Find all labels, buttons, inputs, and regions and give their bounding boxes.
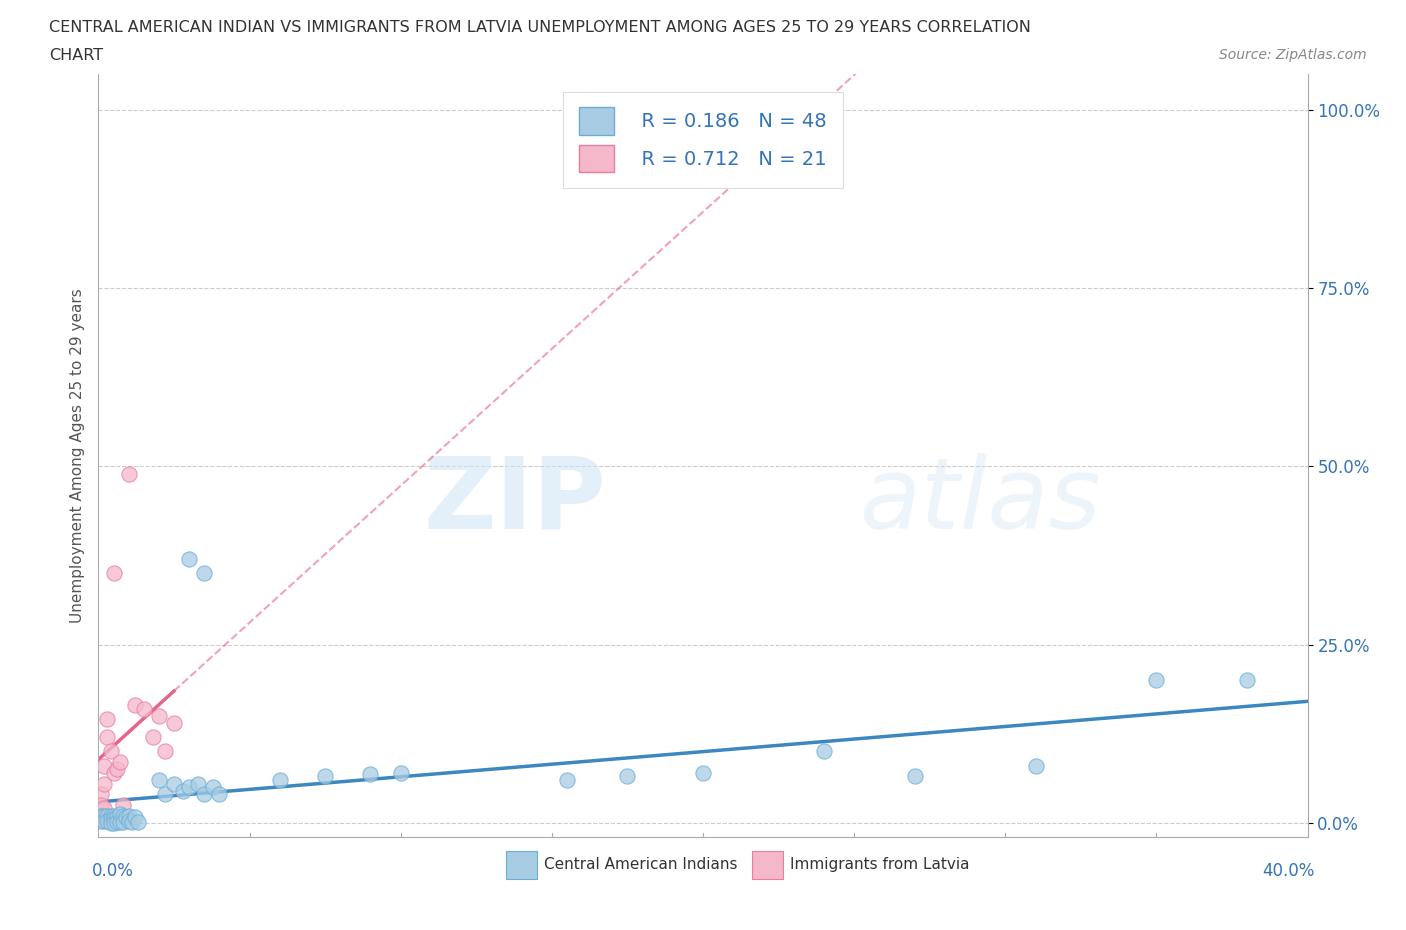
Point bbox=[202, 779, 225, 794]
Point bbox=[103, 765, 125, 780]
Point bbox=[100, 808, 122, 823]
Point bbox=[100, 812, 122, 827]
Point bbox=[314, 769, 336, 784]
Point bbox=[389, 765, 412, 780]
Point bbox=[111, 798, 134, 813]
Point bbox=[118, 813, 141, 828]
Point bbox=[114, 810, 136, 825]
Point bbox=[555, 773, 578, 788]
Point bbox=[124, 810, 146, 825]
Point bbox=[904, 769, 927, 784]
Point bbox=[93, 808, 115, 823]
Point bbox=[108, 755, 131, 770]
Point bbox=[90, 808, 112, 823]
Point bbox=[108, 815, 131, 830]
Point bbox=[93, 777, 115, 791]
Point bbox=[127, 815, 149, 830]
Point bbox=[163, 777, 186, 791]
Point bbox=[93, 758, 115, 773]
Text: 40.0%: 40.0% bbox=[1263, 862, 1315, 880]
Point bbox=[179, 551, 201, 566]
Point bbox=[148, 773, 170, 788]
Point bbox=[90, 808, 112, 823]
Point bbox=[103, 565, 125, 580]
Point bbox=[103, 812, 125, 827]
Point bbox=[193, 565, 215, 580]
Point bbox=[96, 730, 118, 745]
Point bbox=[118, 808, 141, 823]
Point bbox=[148, 709, 170, 724]
Point bbox=[103, 816, 125, 830]
Point bbox=[163, 715, 186, 730]
Point bbox=[90, 787, 112, 802]
Text: atlas: atlas bbox=[860, 453, 1102, 550]
Point bbox=[105, 815, 128, 830]
Point bbox=[813, 744, 835, 759]
Point bbox=[93, 813, 115, 828]
Point bbox=[93, 801, 115, 816]
Legend:   R = 0.186   N = 48,   R = 0.712   N = 21: R = 0.186 N = 48, R = 0.712 N = 21 bbox=[564, 92, 842, 188]
Point bbox=[124, 698, 146, 712]
Text: Source: ZipAtlas.com: Source: ZipAtlas.com bbox=[1219, 48, 1367, 62]
Point bbox=[616, 769, 638, 784]
Point bbox=[153, 787, 176, 802]
Point bbox=[142, 730, 165, 745]
Point bbox=[90, 798, 112, 813]
Point bbox=[118, 466, 141, 481]
Point bbox=[269, 773, 291, 788]
Point bbox=[90, 813, 112, 828]
Point bbox=[187, 777, 209, 791]
Point bbox=[103, 808, 125, 823]
Point bbox=[111, 808, 134, 823]
Point bbox=[1024, 758, 1046, 773]
Point bbox=[108, 806, 131, 821]
Text: ZIP: ZIP bbox=[423, 453, 606, 550]
Point bbox=[96, 813, 118, 828]
Point bbox=[360, 767, 382, 782]
Text: Central American Indians: Central American Indians bbox=[544, 857, 738, 872]
Point bbox=[111, 815, 134, 830]
Point bbox=[96, 712, 118, 727]
Point bbox=[153, 744, 176, 759]
Point bbox=[105, 762, 128, 777]
Text: 0.0%: 0.0% bbox=[91, 862, 134, 880]
Text: CHART: CHART bbox=[49, 48, 103, 63]
Point bbox=[179, 779, 201, 794]
Point bbox=[96, 808, 118, 823]
Point bbox=[208, 787, 231, 802]
Point bbox=[692, 765, 714, 780]
Point bbox=[100, 744, 122, 759]
Point bbox=[1236, 672, 1258, 687]
Point bbox=[100, 816, 122, 830]
Point bbox=[105, 810, 128, 825]
Text: CENTRAL AMERICAN INDIAN VS IMMIGRANTS FROM LATVIA UNEMPLOYMENT AMONG AGES 25 TO : CENTRAL AMERICAN INDIAN VS IMMIGRANTS FR… bbox=[49, 20, 1031, 35]
Point bbox=[172, 783, 194, 798]
Point bbox=[121, 815, 143, 830]
Point bbox=[193, 787, 215, 802]
Text: Immigrants from Latvia: Immigrants from Latvia bbox=[790, 857, 970, 872]
Point bbox=[1144, 672, 1167, 687]
Y-axis label: Unemployment Among Ages 25 to 29 years: Unemployment Among Ages 25 to 29 years bbox=[69, 288, 84, 623]
Point bbox=[132, 701, 155, 716]
